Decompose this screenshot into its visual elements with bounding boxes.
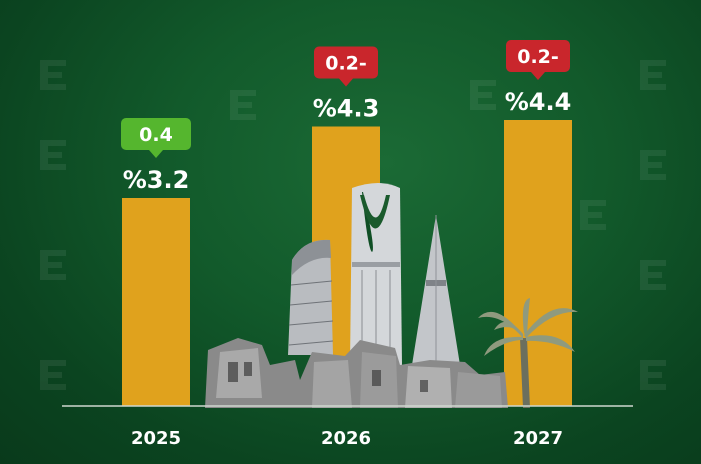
x-tick-2025: 2025 [131,428,181,449]
palm-tree-icon [478,298,578,408]
change-badge-2026: 0.2- [314,46,378,87]
riyadh-skyline-icon [205,183,508,408]
e-logo-icon [40,60,66,90]
e-logo-icon [640,150,666,180]
x-tick-2026: 2026 [321,428,371,449]
e-logo-icon [640,260,666,290]
x-tick-2027: 2027 [513,428,563,449]
watermark-pattern [40,60,666,390]
bar-2025 [122,198,190,406]
e-logo-icon [580,200,606,230]
value-label-2026: %4.3 [313,95,380,123]
value-label-2027: %4.4 [505,88,572,116]
change-badge-2027: 0.2- [506,40,570,80]
change-badges-layer: 0.4 0.2- 0.2- [121,40,570,158]
e-logo-icon [40,360,66,390]
e-logo-icon [230,90,256,120]
value-labels-layer: %3.2 %4.3 %4.4 [123,88,572,194]
value-label-2025: %3.2 [123,166,190,194]
e-logo-icon [40,250,66,280]
change-label-2025: 0.4 [139,124,173,146]
change-badge-2025: 0.4 [121,118,191,158]
e-logo-icon [640,360,666,390]
e-logo-icon [640,60,666,90]
e-logo-icon [40,140,66,170]
e-logo-icon [470,80,496,110]
change-label-2027: 0.2- [517,46,559,68]
x-axis-ticks: 2025 2026 2027 [131,428,563,449]
change-label-2026: 0.2- [325,53,367,75]
bar-2027 [504,120,572,406]
